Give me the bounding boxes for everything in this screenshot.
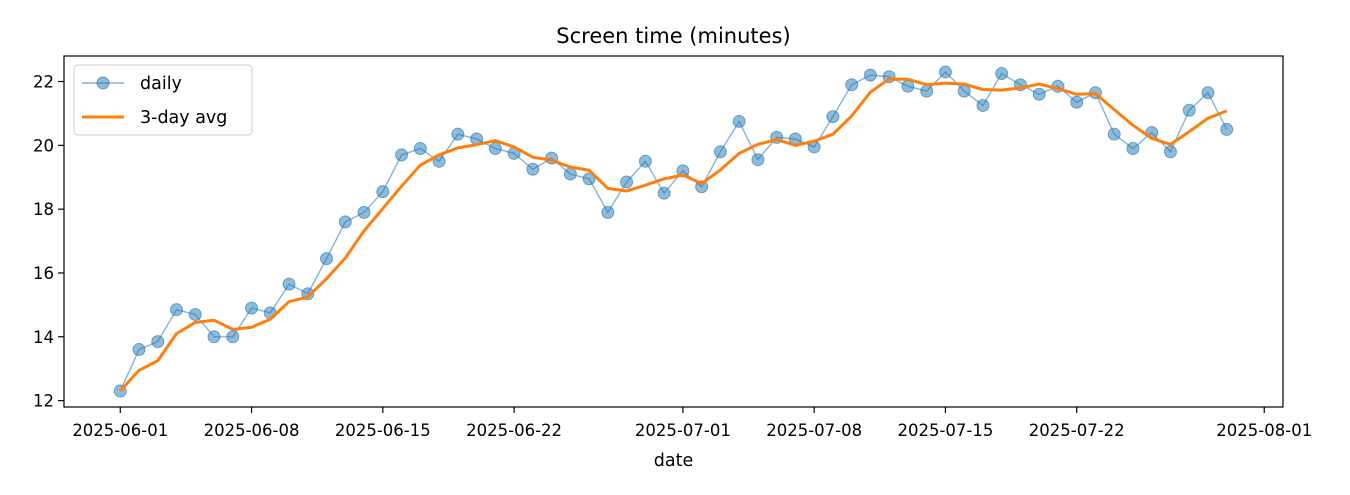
daily-point <box>170 303 184 317</box>
x-tick-label: 2025-06-01 <box>72 421 168 440</box>
daily-point <box>1182 103 1196 117</box>
legend-marker-daily <box>96 76 110 90</box>
daily-point <box>357 205 371 219</box>
daily-point <box>713 145 727 159</box>
daily-point <box>901 79 915 93</box>
x-tick-label: 2025-08-01 <box>1216 421 1312 440</box>
daily-point <box>920 84 934 98</box>
x-tick-label: 2025-07-15 <box>897 421 993 440</box>
series-daily-line <box>119 70 1228 392</box>
daily-point <box>282 277 296 291</box>
x-tick-label: 2025-07-01 <box>635 421 731 440</box>
daily-point <box>620 175 634 189</box>
daily-point <box>582 172 596 186</box>
daily-point <box>488 142 502 156</box>
legend: daily 3-day avg <box>73 64 253 136</box>
daily-point <box>526 162 540 176</box>
daily-point <box>226 330 240 344</box>
y-tick-label: 16 <box>33 264 54 283</box>
legend-label: daily <box>140 74 182 94</box>
daily-point <box>976 98 990 112</box>
daily-point <box>826 110 840 124</box>
daily-point <box>995 67 1009 81</box>
x-axis-title: date <box>654 451 693 471</box>
daily-point <box>957 84 971 98</box>
daily-point <box>376 185 390 199</box>
x-tick-label: 2025-06-22 <box>466 421 562 440</box>
y-tick-label: 12 <box>33 392 54 411</box>
plot-marks <box>113 65 1234 398</box>
daily-point <box>1032 87 1046 101</box>
x-tick-label: 2025-06-08 <box>204 421 300 440</box>
x-tick-label: 2025-06-15 <box>335 421 431 440</box>
x-axis: 2025-06-01 2025-06-08 2025-06-15 2025-06-22… <box>72 407 1312 440</box>
daily-point <box>676 164 690 178</box>
daily-point <box>1070 95 1084 109</box>
y-tick-label: 20 <box>33 136 54 155</box>
daily-point <box>732 114 746 128</box>
daily-point <box>845 78 859 92</box>
daily-point <box>1163 145 1177 159</box>
daily-point <box>151 335 165 349</box>
y-tick-label: 22 <box>33 73 54 92</box>
daily-point <box>601 205 615 219</box>
y-tick-label: 14 <box>33 328 54 347</box>
daily-point <box>338 215 352 229</box>
daily-point <box>1126 142 1140 156</box>
daily-point <box>657 186 671 200</box>
daily-point <box>132 343 146 357</box>
daily-point <box>563 167 577 181</box>
daily-point <box>188 307 202 321</box>
daily-point <box>395 148 409 162</box>
daily-point <box>207 330 221 344</box>
x-tick-label: 2025-07-08 <box>766 421 862 440</box>
daily-point <box>245 301 259 315</box>
y-axis: 12 14 16 18 20 22 <box>33 73 64 411</box>
daily-point <box>863 68 877 82</box>
daily-point <box>451 127 465 141</box>
x-tick-label: 2025-07-22 <box>1029 421 1125 440</box>
daily-point <box>638 154 652 168</box>
y-tick-label: 18 <box>33 200 54 219</box>
daily-point <box>1201 86 1215 100</box>
plot-frame <box>63 55 1284 408</box>
legend-label: 3-day avg <box>140 108 227 128</box>
daily-point <box>1220 122 1234 136</box>
series-3-day-avg-line <box>119 77 1228 393</box>
daily-point <box>1107 127 1121 141</box>
chart-title: Screen time (minutes) <box>556 24 790 48</box>
daily-point <box>751 153 765 167</box>
daily-point <box>413 142 427 156</box>
daily-point <box>320 252 334 266</box>
daily-point <box>938 65 952 79</box>
